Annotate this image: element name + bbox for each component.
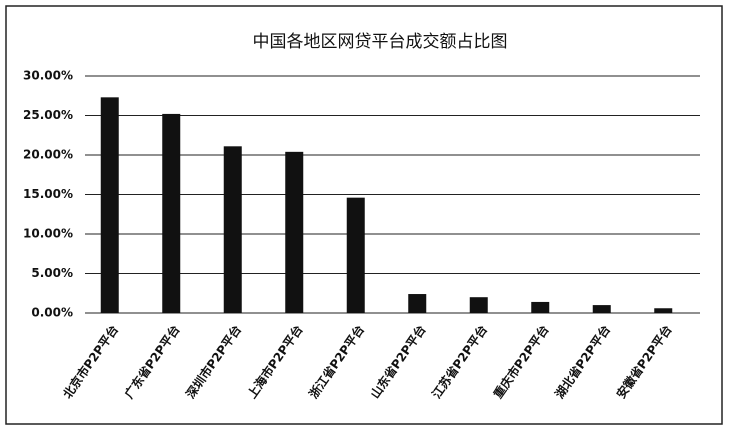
bar [285, 151, 304, 313]
y-tick-label: 15.00% [23, 187, 73, 201]
bar [162, 113, 181, 313]
y-tick-label: 20.00% [23, 148, 73, 162]
y-tick-label: 25.00% [23, 108, 73, 122]
bar [531, 301, 550, 313]
y-tick-label: 5.00% [31, 266, 73, 280]
bar [223, 146, 242, 313]
bar [100, 97, 119, 313]
y-tick-label: 10.00% [23, 227, 73, 241]
chart-title: 中国各地区网贷平台成交额占比图 [253, 32, 508, 52]
bar [592, 305, 611, 313]
bar [469, 297, 488, 313]
bar [654, 308, 673, 313]
y-tick-label: 0.00% [31, 306, 73, 320]
bar [408, 294, 427, 313]
bar [346, 197, 365, 313]
y-tick-label: 30.00% [23, 69, 73, 83]
